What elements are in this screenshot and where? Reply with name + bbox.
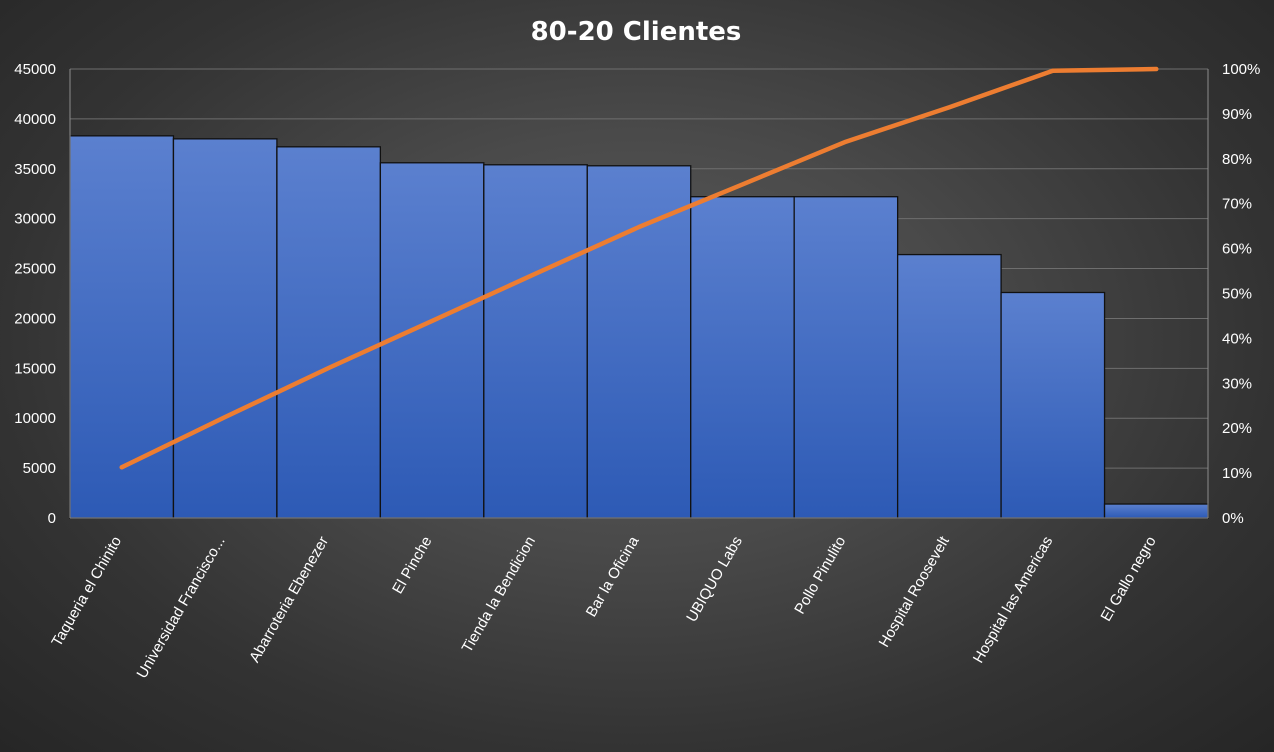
bar xyxy=(172,138,278,519)
bars xyxy=(69,135,1209,519)
x-tick-label: Bar la Oficina xyxy=(583,533,643,620)
bar xyxy=(1000,291,1106,519)
bar xyxy=(276,146,382,519)
bar xyxy=(793,196,899,519)
y2-tick-label: 60% xyxy=(1222,241,1252,258)
x-tick-label: Pollo Pinulito xyxy=(791,534,849,618)
x-tick-label: UBIQUO Labs xyxy=(683,534,746,626)
bar xyxy=(483,164,588,519)
x-tick-label: El Gallo negro xyxy=(1097,534,1159,625)
x-tick-label: Abarroteria Ebenezer xyxy=(246,534,332,666)
y2-tick-label: 10% xyxy=(1222,465,1252,482)
x-tick-label: El Pinche xyxy=(389,534,435,597)
y2-tick-label: 40% xyxy=(1222,330,1252,347)
chart-title: 80-20 Clientes xyxy=(531,17,742,47)
x-tick-label: Universidad Francisco... xyxy=(133,534,228,682)
cumulative-line xyxy=(119,66,1159,470)
y-tick-label: 10000 xyxy=(14,410,56,427)
y-tick-label: 20000 xyxy=(14,310,56,327)
y-tick-label: 5000 xyxy=(23,460,56,477)
bar xyxy=(690,196,795,519)
y2-tick-label: 90% xyxy=(1222,106,1252,123)
y-tick-label: 45000 xyxy=(14,61,56,78)
cumulative-percent-line xyxy=(119,66,1159,470)
bar xyxy=(586,165,692,519)
y2-tick-label: 70% xyxy=(1222,196,1252,213)
y2-tick-label: 20% xyxy=(1222,420,1252,437)
x-tick-label: Taqueria el Chinito xyxy=(48,534,125,650)
axes xyxy=(69,69,1209,519)
y-tick-label: 35000 xyxy=(14,161,56,178)
y2-tick-label: 0% xyxy=(1222,510,1244,527)
y-tick-label: 30000 xyxy=(14,211,56,228)
y2-tick-label: 50% xyxy=(1222,286,1252,303)
bar xyxy=(69,135,175,519)
bar xyxy=(1103,503,1209,519)
bar xyxy=(896,253,1002,519)
x-tick-label: Tienda la Bendicion xyxy=(459,534,539,656)
y-tick-label: 25000 xyxy=(14,261,56,278)
x-tick-label: Hospital Roosevelt xyxy=(876,533,954,651)
y2-tick-label: 100% xyxy=(1222,61,1260,78)
x-tick-label: Hospital las Americas xyxy=(970,534,1056,667)
y2-tick-label: 80% xyxy=(1222,151,1252,168)
y-tick-label: 40000 xyxy=(14,111,56,128)
bar xyxy=(379,162,485,519)
y2-tick-label: 30% xyxy=(1222,375,1252,392)
y-tick-label: 15000 xyxy=(14,360,56,377)
y-tick-label: 0 xyxy=(48,510,56,527)
